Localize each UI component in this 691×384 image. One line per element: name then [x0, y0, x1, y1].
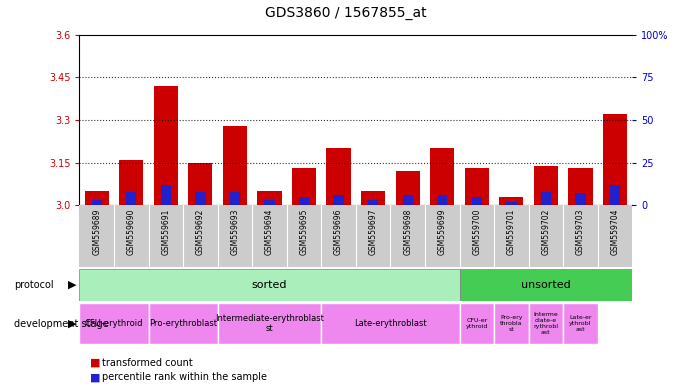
Text: unsorted: unsorted	[521, 280, 571, 290]
Bar	[402, 195, 413, 205]
Bar	[506, 202, 516, 205]
Bar	[119, 160, 143, 205]
Text: GDS3860 / 1567855_at: GDS3860 / 1567855_at	[265, 6, 426, 20]
Bar	[264, 200, 274, 205]
Bar	[563, 303, 598, 344]
Text: GSM559693: GSM559693	[230, 209, 240, 255]
Text: GSM559691: GSM559691	[161, 209, 171, 255]
Text: transformed count: transformed count	[102, 358, 193, 368]
Bar	[333, 195, 343, 205]
Text: Late-erythroblast: Late-erythroblast	[354, 319, 427, 328]
Text: GSM559700: GSM559700	[472, 209, 482, 255]
Bar	[188, 163, 212, 205]
Text: Pro-erythroblast: Pro-erythroblast	[149, 319, 217, 328]
Bar	[575, 194, 585, 205]
Text: GSM559692: GSM559692	[196, 209, 205, 255]
Bar	[395, 171, 419, 205]
Bar	[79, 269, 460, 301]
Bar	[361, 191, 385, 205]
Bar	[91, 200, 102, 205]
Text: GSM559702: GSM559702	[541, 209, 551, 255]
Bar	[568, 169, 592, 205]
Bar	[499, 197, 523, 205]
Bar	[464, 169, 489, 205]
Bar	[533, 166, 558, 205]
Text: GSM559701: GSM559701	[507, 209, 516, 255]
Text: GSM559690: GSM559690	[126, 209, 136, 255]
Bar	[430, 149, 454, 205]
Text: GSM559689: GSM559689	[92, 209, 102, 255]
Bar	[149, 303, 218, 344]
Bar	[609, 185, 620, 205]
Bar	[160, 185, 171, 205]
Text: GSM559695: GSM559695	[299, 209, 309, 255]
Bar	[603, 114, 627, 205]
Text: ▶: ▶	[68, 318, 76, 329]
Bar	[229, 192, 240, 205]
Text: development stage: development stage	[14, 318, 108, 329]
Bar	[540, 192, 551, 205]
Text: GSM559694: GSM559694	[265, 209, 274, 255]
Text: CFU-er
ythroid: CFU-er ythroid	[466, 318, 488, 329]
Bar	[494, 303, 529, 344]
Bar	[460, 303, 494, 344]
Text: Intermediate-erythroblast
st: Intermediate-erythroblast st	[215, 314, 324, 333]
Bar	[218, 303, 321, 344]
Text: Pro-ery
throbla
st: Pro-ery throbla st	[500, 315, 522, 332]
Text: protocol: protocol	[14, 280, 53, 290]
Bar	[292, 169, 316, 205]
Text: CFU-erythroid: CFU-erythroid	[85, 319, 143, 328]
Bar	[195, 192, 205, 205]
Text: percentile rank within the sample: percentile rank within the sample	[102, 372, 267, 382]
Bar	[326, 149, 350, 205]
Text: Late-er
ythrobl
ast: Late-er ythrobl ast	[569, 315, 591, 332]
Bar	[79, 303, 149, 344]
Text: GSM559698: GSM559698	[403, 209, 413, 255]
Bar	[437, 195, 447, 205]
Bar	[529, 303, 563, 344]
Bar	[126, 192, 136, 205]
Text: GSM559704: GSM559704	[610, 209, 620, 255]
Text: ■: ■	[90, 358, 100, 368]
Text: GSM559697: GSM559697	[368, 209, 378, 255]
Text: GSM559696: GSM559696	[334, 209, 343, 255]
Bar	[321, 303, 460, 344]
Text: Interme
diate-e
rythrobl
ast: Interme diate-e rythrobl ast	[533, 312, 558, 335]
Text: ▶: ▶	[68, 280, 76, 290]
Text: GSM559699: GSM559699	[437, 209, 447, 255]
Bar	[223, 126, 247, 205]
Text: ■: ■	[90, 372, 100, 382]
Bar	[471, 197, 482, 205]
Bar	[368, 200, 378, 205]
Bar	[299, 197, 309, 205]
Bar	[460, 269, 632, 301]
Text: GSM559703: GSM559703	[576, 209, 585, 255]
Bar	[153, 86, 178, 205]
Text: sorted: sorted	[252, 280, 287, 290]
Bar	[84, 191, 108, 205]
Bar	[257, 191, 281, 205]
